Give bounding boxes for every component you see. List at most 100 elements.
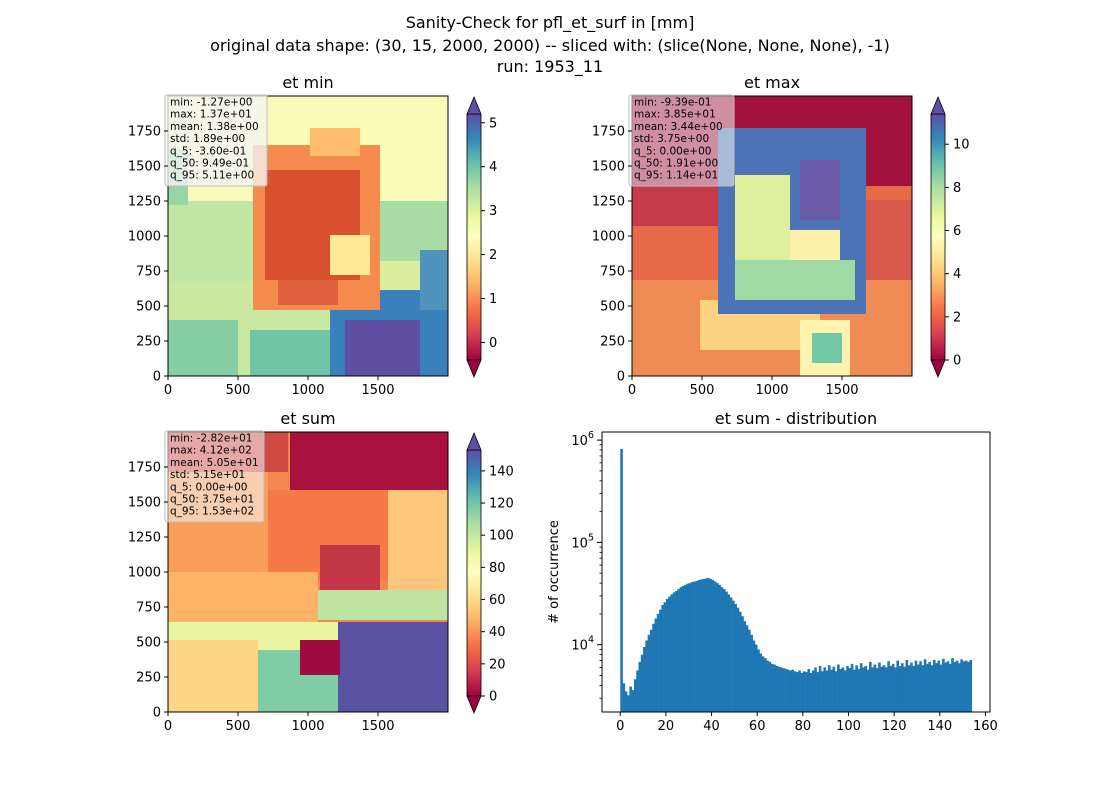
histogram-bar — [855, 665, 858, 712]
histogram-bar — [691, 582, 694, 712]
histogram-bar — [848, 668, 852, 712]
histogram-bar — [937, 660, 941, 712]
histogram-bar — [809, 672, 813, 712]
y-tick-label-et-sum: 1750 — [128, 461, 161, 476]
histogram-bar — [805, 672, 808, 712]
histogram-bar — [880, 666, 884, 712]
histogram-bar — [700, 579, 703, 712]
stats-line-et-sum: std: 5.15e+01 — [170, 469, 245, 481]
histogram-bar — [627, 695, 630, 712]
histogram-bar — [791, 669, 795, 712]
histogram-bar — [891, 663, 895, 712]
histogram-bar — [777, 666, 781, 712]
histogram-bar — [853, 669, 856, 712]
stats-line-et-max: mean: 3.44e+00 — [634, 121, 723, 133]
histogram-bar — [697, 579, 701, 712]
histogram-bar — [818, 665, 822, 712]
y-tick-label-et-min: 0 — [153, 370, 161, 385]
histogram-bar — [932, 659, 936, 712]
colorbar-tick-label-et-min: 4 — [489, 160, 497, 175]
histogram-bar — [782, 668, 785, 712]
colorbar-tick-label-et-max: 4 — [953, 267, 961, 282]
colorbar-tick-label-et-max: 6 — [953, 224, 961, 239]
stats-line-et-sum: q_5: 0.00e+00 — [170, 481, 247, 493]
colorbar-et-max — [930, 95, 946, 379]
stats-line-et-sum: q_50: 3.75e+01 — [170, 494, 254, 506]
histogram-bar — [764, 658, 767, 712]
histogram-bar — [643, 647, 646, 712]
x-tick-label-distribution: 60 — [749, 719, 766, 734]
histogram-bar — [713, 581, 717, 712]
panel-et-sum: et sum — [164, 409, 482, 715]
x-tick-label-et-min: 0 — [164, 383, 172, 398]
histogram-bar — [757, 649, 760, 712]
histogram-bar — [873, 664, 877, 712]
axes-frame-distribution — [601, 431, 991, 713]
histogram-bar — [706, 577, 710, 712]
histogram-bar — [759, 653, 763, 712]
y-tick-label-et-sum: 1250 — [128, 531, 161, 546]
y-tick-label-et-sum: 500 — [136, 636, 161, 651]
histogram-bar — [921, 665, 925, 712]
colorbar-tick-label-et-sum: 100 — [489, 529, 514, 544]
histogram-bar — [866, 669, 870, 712]
histogram-bar — [793, 671, 797, 712]
histogram-bar — [727, 594, 731, 712]
histogram-bar — [816, 672, 820, 712]
histogram-bar — [821, 671, 824, 712]
histogram-bar — [704, 578, 708, 712]
histogram-bar — [887, 661, 890, 712]
y-tick-label-et-max: 1500 — [592, 160, 625, 175]
histogram-bar — [951, 658, 954, 712]
panel-title-et-min: et min — [282, 73, 333, 92]
histogram-bar — [910, 662, 913, 712]
y-tick-label-et-max: 1750 — [592, 125, 625, 140]
y-tick-label-et-sum: 1500 — [128, 496, 161, 511]
panel-et-sum-distribution: et sum - distribution # of occurrence — [547, 409, 991, 713]
y-tick-label-et-min: 1750 — [128, 125, 161, 140]
x-tick-label-distribution: 160 — [973, 719, 998, 734]
stats-line-et-sum: min: -2.82e+01 — [170, 433, 252, 445]
histogram-bar — [649, 629, 653, 712]
histogram-bar — [939, 664, 943, 712]
histogram-bar — [640, 654, 644, 712]
y-tick-label-et-sum: 0 — [153, 706, 161, 721]
y-tick-label-et-sum: 1000 — [128, 566, 161, 581]
histogram-bar — [825, 670, 829, 712]
histogram-bar — [811, 670, 815, 712]
histogram-bar — [928, 661, 931, 712]
colorbar-tick-label-et-max: 0 — [953, 354, 961, 369]
stats-line-et-min: std: 1.89e+00 — [170, 133, 245, 145]
histogram-bar — [725, 591, 728, 712]
heatmap-et-sum — [168, 432, 448, 712]
x-tick-label-distribution: 0 — [616, 719, 624, 734]
histogram-bar — [736, 607, 740, 712]
colorbar-tick-label-et-sum: 40 — [489, 625, 506, 640]
histogram-bar — [862, 667, 865, 712]
histogram-bar — [834, 671, 838, 712]
y-tick-label-et-min: 750 — [136, 265, 161, 280]
histogram-bar — [661, 604, 664, 712]
stats-line-et-min: max: 1.37e+01 — [170, 109, 252, 121]
y-tick-label-et-max: 1250 — [592, 195, 625, 210]
histogram-bar — [960, 659, 963, 712]
histogram-bar — [962, 661, 966, 712]
histogram-bar — [857, 668, 861, 712]
histogram-bar — [889, 665, 893, 712]
x-tick-label-et-sum: 1500 — [361, 719, 394, 734]
colorbar-tick-label-et-min: 0 — [489, 336, 497, 351]
figure-title-line3: run: 1953_11 — [496, 57, 604, 76]
histogram-bar — [905, 659, 909, 712]
y-axis-label-distribution: # of occurrence — [547, 520, 562, 624]
x-tick-label-distribution: 120 — [882, 719, 907, 734]
panel-et-min: et min — [164, 73, 482, 379]
histogram-bar — [654, 618, 658, 712]
histogram-bar — [923, 659, 927, 712]
histogram-bar — [843, 670, 847, 712]
histogram-bar — [732, 600, 735, 712]
histogram-bar — [907, 665, 911, 712]
histogram-bar — [882, 665, 886, 712]
histogram-bar — [631, 690, 635, 712]
histogram-bar — [629, 686, 632, 712]
